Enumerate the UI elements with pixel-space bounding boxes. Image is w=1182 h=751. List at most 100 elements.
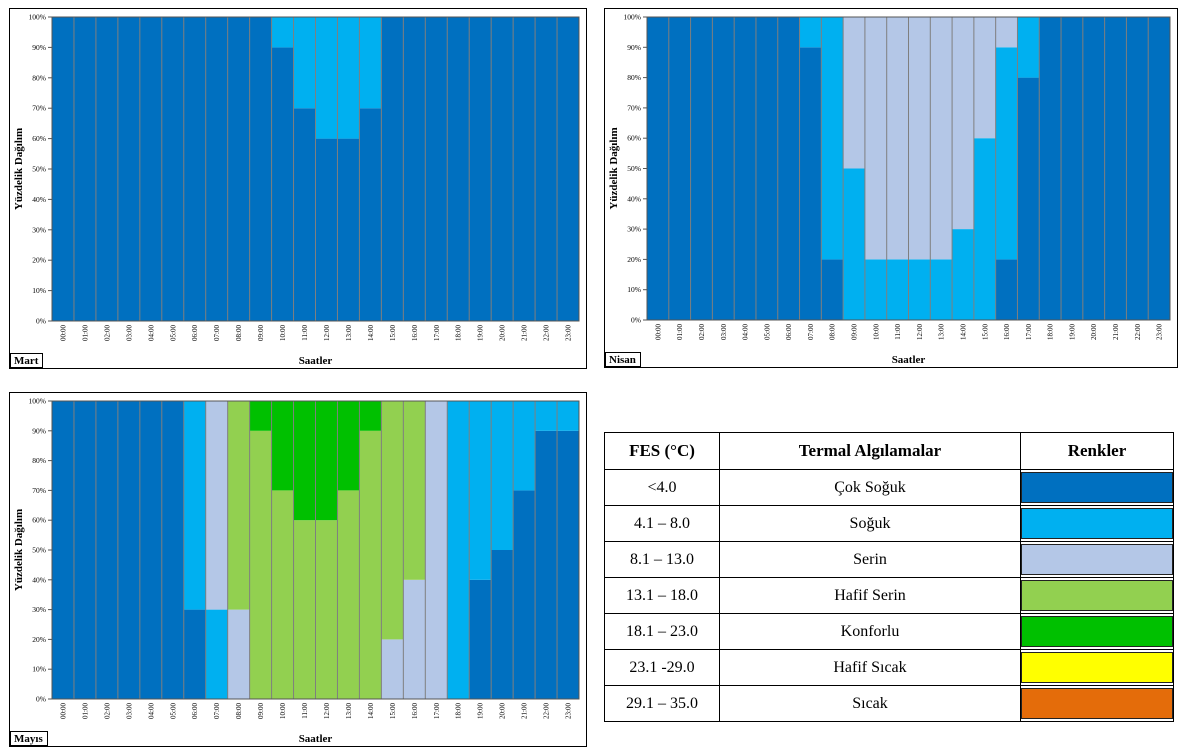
- x-tick-label: 12:00: [916, 324, 924, 340]
- bar-segment-serin: [886, 17, 909, 260]
- bar-segment-cok-soguk: [535, 430, 558, 699]
- x-tick-label: 21:00: [521, 325, 529, 341]
- y-tick-label: 90%: [32, 43, 46, 52]
- bar-segment-cok-soguk: [183, 609, 206, 699]
- y-tick-label: 100%: [624, 13, 642, 22]
- bar-segment-soguk: [952, 229, 974, 320]
- x-tick-label: 03:00: [125, 703, 133, 719]
- bar-segment-cok-soguk: [52, 17, 74, 321]
- bar-segment-hafif-serin: [315, 520, 338, 699]
- x-tick-label: 20:00: [499, 325, 507, 341]
- legend-row: <4.0 Çok Soğuk: [604, 469, 1174, 506]
- x-tick-label: 10:00: [872, 324, 880, 340]
- bar-segment-cok-soguk: [161, 401, 184, 699]
- bar-segment-cok-soguk: [513, 490, 536, 699]
- bar-segment-soguk: [513, 401, 536, 491]
- header-termal: Termal Algılamalar: [719, 432, 1021, 470]
- x-tick-label: 00:00: [654, 324, 662, 340]
- bar-segment-cok-soguk: [117, 401, 140, 699]
- bar-segment-serin: [381, 639, 404, 699]
- chart-nisan: 0% 10% 20% 30% 40% 50% 60% 70% 80% 90% 100% 00:00 01…: [608, 13, 1171, 366]
- bar-segment-cok-soguk: [161, 17, 184, 321]
- x-tick-label: 00:00: [59, 703, 67, 719]
- y-tick-label: 50%: [627, 164, 641, 173]
- x-tick-label: 01:00: [81, 325, 89, 341]
- bar-segment-cok-soguk: [249, 17, 272, 321]
- x-tick-label: 13:00: [938, 324, 946, 340]
- bar-segment-cok-soguk: [271, 47, 294, 322]
- bar-segment-cok-soguk: [337, 138, 360, 321]
- bar-segment-cok-soguk: [73, 401, 96, 699]
- legend-color-cell: [1020, 613, 1174, 650]
- x-tick-label: 15:00: [389, 703, 397, 719]
- x-tick-label: 02:00: [103, 703, 111, 719]
- bar-segment-cok-soguk: [557, 17, 579, 321]
- x-tick-label: 23:00: [565, 325, 573, 341]
- bar-segment-cok-soguk: [227, 17, 250, 321]
- y-tick-label: 40%: [32, 195, 46, 204]
- x-tick-label: 06:00: [191, 703, 199, 719]
- header-fes: FES (°C): [604, 432, 720, 470]
- x-tick-label: 20:00: [1090, 324, 1098, 340]
- bar-segment-cok-soguk: [1061, 17, 1083, 320]
- y-tick-label: 20%: [627, 255, 641, 264]
- bar-segment-serin: [908, 17, 931, 260]
- legend-color-swatch: [1021, 688, 1173, 719]
- x-tick-label: 05:00: [763, 324, 771, 340]
- x-tick-label: 22:00: [543, 325, 551, 341]
- y-tick-label: 10%: [627, 285, 641, 294]
- bar-segment-soguk: [183, 401, 206, 610]
- bar-segment-cok-soguk: [52, 401, 74, 699]
- bar-segment-cok-soguk: [469, 579, 492, 699]
- x-axis-title: Saatler: [299, 355, 333, 367]
- bar-segment-serin: [995, 17, 1018, 48]
- x-tick-label: 09:00: [257, 325, 265, 341]
- x-tick-label: 17:00: [1025, 324, 1033, 340]
- legend-color-cell: [1020, 469, 1174, 506]
- x-tick-label: 05:00: [169, 325, 177, 341]
- bar-segment-cok-soguk: [1126, 17, 1149, 320]
- bar-segment-konforlu: [249, 401, 272, 431]
- bar-segment-hafif-serin: [337, 490, 360, 699]
- x-tick-label: 11:00: [301, 325, 309, 341]
- y-tick-label: 10%: [32, 286, 46, 295]
- x-tick-label: 02:00: [103, 325, 111, 341]
- x-tick-label: 11:00: [301, 703, 309, 719]
- y-tick-label: 0%: [631, 316, 641, 325]
- x-tick-label: 21:00: [521, 703, 529, 719]
- bar-segment-soguk: [293, 17, 316, 109]
- bar-segment-cok-soguk: [359, 108, 382, 321]
- legend-color-cell: [1020, 577, 1174, 614]
- y-tick-label: 70%: [627, 103, 641, 112]
- y-tick-label: 40%: [627, 194, 641, 203]
- y-tick-label: 50%: [32, 546, 46, 555]
- bar-segment-cok-soguk: [668, 17, 691, 320]
- legend-range: 4.1 – 8.0: [604, 505, 720, 542]
- y-tick-label: 100%: [29, 13, 47, 22]
- bar-segment-cok-soguk: [690, 17, 713, 320]
- bar-segment-serin: [973, 17, 996, 139]
- x-tick-label: 01:00: [676, 324, 684, 340]
- bar-segment-soguk: [447, 401, 470, 699]
- x-tick-label: 08:00: [829, 324, 837, 340]
- bar-segment-soguk: [995, 47, 1018, 260]
- legend-color-swatch: [1021, 508, 1173, 539]
- bar-segment-cok-soguk: [381, 17, 404, 321]
- x-tick-label: 01:00: [81, 703, 89, 719]
- legend-row: 18.1 – 23.0 Konforlu: [604, 613, 1174, 650]
- header-renkler: Renkler: [1020, 432, 1174, 470]
- x-tick-label: 19:00: [1068, 324, 1076, 340]
- chart-panel-mart: 0% 10% 20% 30% 40% 50% 60% 70% 80% 90% 100% 00:00 01…: [9, 8, 587, 369]
- x-tick-label: 09:00: [851, 324, 859, 340]
- x-tick-label: 10:00: [279, 325, 287, 341]
- x-tick-label: 04:00: [742, 324, 750, 340]
- bar-segment-cok-soguk: [403, 17, 426, 321]
- bar-segment-soguk: [930, 259, 953, 320]
- x-tick-label: 12:00: [323, 325, 331, 341]
- x-tick-label: 03:00: [720, 324, 728, 340]
- bar-segment-serin: [864, 17, 887, 260]
- bar-segment-cok-soguk: [799, 47, 822, 321]
- bar-segment-cok-soguk: [183, 17, 206, 321]
- bar-segment-cok-soguk: [205, 17, 228, 321]
- bar-segment-soguk: [359, 17, 382, 109]
